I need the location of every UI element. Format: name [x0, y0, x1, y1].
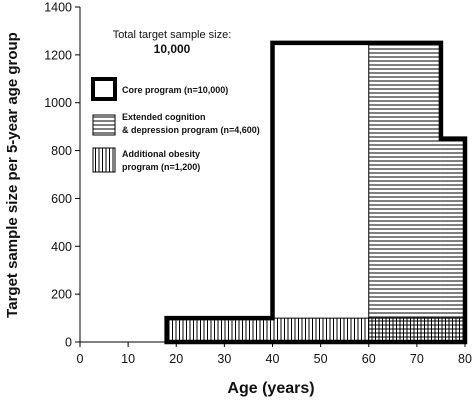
cognition-hatch-tail	[440, 138, 465, 319]
legend-item-obesity: Additional obesity program (n=1,200)	[92, 147, 200, 173]
total-sample-label: Total target sample size:	[113, 29, 232, 41]
x-tick-label-1: 10	[121, 352, 135, 366]
legend-swatch-obesity	[92, 147, 116, 173]
y-tick-label-4: 800	[51, 144, 72, 158]
core-program-outline	[164, 40, 468, 345]
legend-swatch-core	[91, 77, 117, 101]
x-tick-label-4: 40	[266, 352, 280, 366]
legend-item-core: Core program (n=10,000)	[91, 77, 228, 101]
y-tick-label-2: 400	[51, 240, 72, 254]
legend-label-obesity-2: program (n=1,200)	[122, 162, 200, 172]
obesity-hatch-strip	[166, 318, 369, 342]
y-tick-label-7: 1400	[44, 1, 72, 15]
x-tick-label-2: 20	[169, 352, 183, 366]
x-tick-label-8: 80	[458, 352, 472, 366]
legend-item-cognition: Extended cognition & depression program …	[92, 112, 260, 136]
combined-hatch-strip	[368, 318, 465, 342]
total-sample-value: 10,000	[154, 42, 191, 56]
legend-label-core-1: Core program (n=10,000)	[122, 85, 228, 95]
legend-swatch-cognition	[92, 114, 116, 136]
plot-area	[164, 40, 468, 345]
legend: Core program (n=10,000) Extended cogniti…	[91, 77, 260, 173]
x-tick-label-0: 0	[77, 352, 84, 366]
axes: 0 10 20 30 40 50 60 70 8002004006008001000120014…	[44, 1, 472, 367]
x-tick-label-5: 50	[314, 352, 328, 366]
x-tick-label-7: 70	[410, 352, 424, 366]
y-tick-label-3: 600	[51, 192, 72, 206]
legend-label-cognition-1: Extended cognition	[122, 112, 206, 122]
y-tick-label-5: 1000	[44, 96, 72, 110]
y-tick-label-1: 200	[51, 288, 72, 302]
y-tick-label-0: 0	[65, 336, 72, 350]
x-tick-label-6: 60	[362, 352, 376, 366]
cognition-hatch-upper	[368, 42, 441, 319]
legend-label-cognition-2: & depression program (n=4,600)	[122, 125, 260, 135]
y-axis-title: Target sample size per 5-year age group	[4, 32, 21, 318]
x-axis-title: Age (years)	[227, 380, 314, 397]
x-tick-label-3: 30	[217, 352, 231, 366]
legend-label-obesity-1: Additional obesity	[122, 149, 200, 159]
y-tick-label-6: 1200	[44, 48, 72, 62]
